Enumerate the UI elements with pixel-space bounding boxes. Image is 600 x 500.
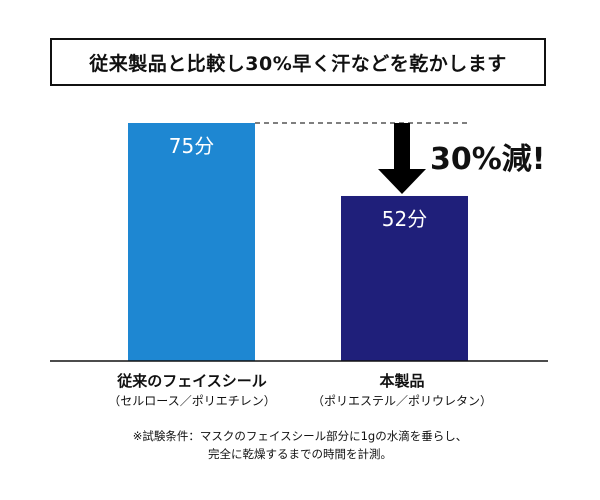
footnote-line-2: 完全に乾燥するまでの時間を計測。: [208, 447, 392, 461]
category-label-conventional: 従来のフェイスシール: [117, 372, 267, 390]
bar-value-label-2: 52分: [382, 207, 427, 231]
category-subtitle-this-product: （ポリエステル／ポリウレタン）: [311, 394, 492, 408]
bar-2: [341, 195, 468, 361]
bar-1: [128, 123, 255, 361]
down-arrow-shaft: [394, 123, 410, 171]
down-arrow-icon: [378, 169, 426, 194]
category-subtitle-conventional: （セルロース／ポリエチレン）: [108, 394, 276, 408]
category-label-this-product: 本製品: [379, 372, 425, 390]
bar-value-label-1: 75分: [169, 134, 214, 158]
chart-title: 従来製品と比較し30%早く汗などを乾かします: [89, 52, 507, 75]
footnote-line-1: ※試験条件：マスクのフェイスシール部分に1gの水滴を垂らし、: [132, 429, 468, 443]
chart-title-box: 従来製品と比較し30%早く汗などを乾かします: [50, 38, 546, 86]
reduction-annotation: 30%減!: [430, 142, 546, 177]
